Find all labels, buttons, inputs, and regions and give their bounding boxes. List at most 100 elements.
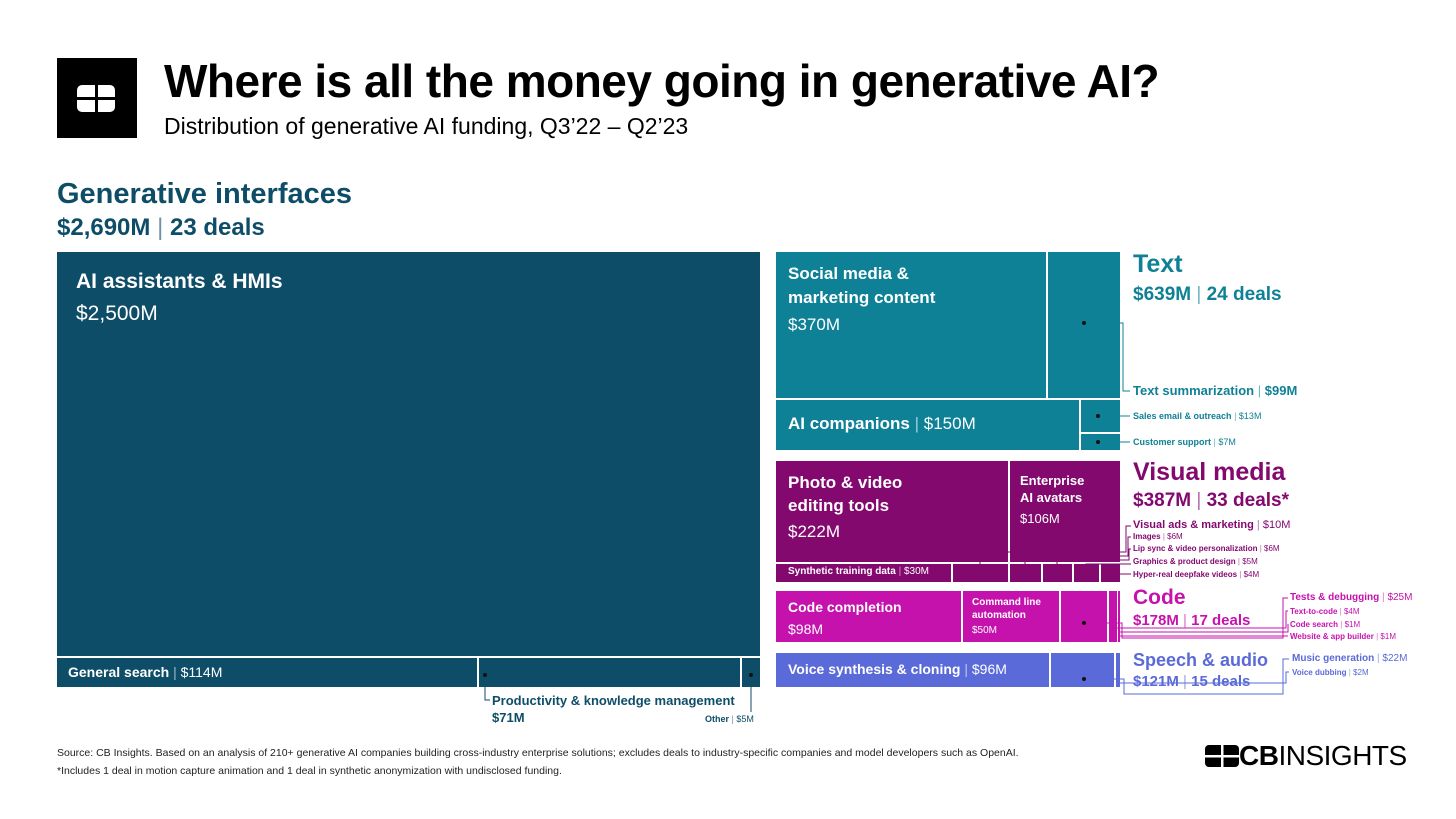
cell-code-completion[interactable]: Code completion $98M <box>776 591 961 642</box>
label-images: Images | $6M <box>1133 532 1183 541</box>
cell-visual-ads[interactable] <box>953 564 1008 582</box>
footer-note: *Includes 1 deal in motion capture anima… <box>57 765 562 777</box>
cell-code-search[interactable] <box>1118 591 1119 642</box>
label-cmd-line2: automation <box>972 610 1026 621</box>
value-social-media: $370M <box>788 315 840 334</box>
label-visual-ads: Visual ads & marketing | $10M <box>1133 519 1291 531</box>
label-code-completion: Code completion <box>788 599 902 615</box>
cell-music-generation[interactable] <box>1051 653 1114 687</box>
cell-images[interactable] <box>1010 564 1041 582</box>
speech-category-title: Speech & audio <box>1133 650 1269 670</box>
label-social-line2: marketing content <box>788 288 936 307</box>
leader-images <box>1024 536 1131 572</box>
leader-productivity <box>484 675 490 701</box>
label-graphics: Graphics & product design | $5M <box>1133 557 1258 566</box>
cell-tests-debugging[interactable] <box>1061 591 1107 642</box>
text-category-summary: $639M | 24 deals <box>1133 284 1282 305</box>
label-website-builder: Website & app builder | $1M <box>1290 632 1396 641</box>
cell-synthetic-data[interactable]: Synthetic training data | $30M <box>776 564 951 582</box>
label-customer-support: Customer support | $7M <box>1133 437 1236 447</box>
dot-text-summarization <box>1082 321 1086 325</box>
value-code-completion: $98M <box>788 621 824 637</box>
footer-source: Source: CB Insights. Based on an analysi… <box>57 747 1019 759</box>
gi-category-title: Generative interfaces <box>57 178 352 210</box>
brand-light: INSIGHTS <box>1278 740 1407 771</box>
cell-deepfake[interactable] <box>1101 564 1120 582</box>
cell-graphics[interactable] <box>1074 564 1099 582</box>
cell-voice-synthesis[interactable]: Voice synthesis & cloning | $96M <box>776 653 1049 687</box>
cell-text-to-code[interactable] <box>1109 591 1117 642</box>
label-general-search: General search | $114M <box>68 664 223 680</box>
leader-voice-dubbing <box>1118 671 1289 684</box>
cbinsights-logo-icon <box>1205 745 1239 767</box>
label-tests-debugging: Tests & debugging | $25M <box>1290 592 1413 603</box>
label-productivity: Productivity & knowledge management <box>492 693 735 708</box>
label-text-to-code: Text-to-code | $4M <box>1290 607 1360 616</box>
gi-total: $2,690M <box>57 214 151 241</box>
value-ai-assistants: $2,500M <box>76 302 158 325</box>
cell-ai-avatars[interactable]: Enterprise AI avatars $106M <box>1010 461 1120 562</box>
page-title: Where is all the money going in generati… <box>164 55 1160 107</box>
dot-customer-support <box>1096 440 1100 444</box>
cell-gi-other[interactable] <box>742 658 760 687</box>
leader-text-summarization <box>1084 322 1130 392</box>
leader-music-generation <box>1084 658 1289 695</box>
dot-sales-email <box>1096 414 1100 418</box>
dot-productivity <box>483 673 487 677</box>
gi-category-summary: $2,690M | 23 deals <box>57 214 265 242</box>
label-avatars-line2: AI avatars <box>1020 490 1083 505</box>
leader-text-to-code <box>1113 610 1288 629</box>
page-subtitle: Distribution of generative AI funding, Q… <box>164 113 689 139</box>
label-music-generation: Music generation | $22M <box>1292 653 1408 664</box>
label-voice-dubbing: Voice dubbing | $2M <box>1292 668 1369 677</box>
cell-lip-sync[interactable] <box>1043 564 1072 582</box>
leader-code-search <box>1118 624 1289 633</box>
cell-ai-companions[interactable]: AI companions | $150M <box>776 400 1079 450</box>
value-ai-avatars: $106M <box>1020 511 1060 526</box>
value-command-line: $50M <box>972 625 998 636</box>
label-lip-sync: Lip sync & video personalization | $6M <box>1133 544 1280 553</box>
leader-tests-debugging <box>1084 597 1288 639</box>
cell-photo-video[interactable]: Photo & video editing tools $222M <box>776 461 1008 562</box>
label-sales-email: Sales email & outreach | $13M <box>1133 411 1262 421</box>
label-ai-assistants: AI assistants & HMIs <box>76 270 283 293</box>
code-category-title: Code <box>1133 586 1186 609</box>
cell-productivity[interactable] <box>479 658 740 687</box>
cbinsights-brand: CBINSIGHTS <box>1205 740 1407 772</box>
label-cmd-line1: Command line <box>972 597 1041 608</box>
label-social-line1: Social media & <box>788 264 909 283</box>
visual-category-summary: $387M | 33 deals* <box>1133 490 1290 511</box>
label-photo-line1: Photo & video <box>788 473 903 492</box>
dot-tests-debugging <box>1082 621 1086 625</box>
cell-ai-assistants[interactable]: AI assistants & HMIs $2,500M <box>57 252 760 656</box>
value-photo-video: $222M <box>788 522 840 541</box>
label-ai-companions: AI companions | $150M <box>788 414 976 433</box>
cell-social-media[interactable]: Social media & marketing content $370M <box>776 252 1046 398</box>
label-gi-other: Other | $5M <box>705 714 754 724</box>
label-synthetic-data: Synthetic training data | $30M <box>788 566 929 577</box>
text-category-title: Text <box>1133 250 1183 278</box>
cb-logo-icon <box>77 85 115 112</box>
leader-graphics <box>1085 563 1131 572</box>
value-productivity: $71M <box>492 710 525 725</box>
cell-general-search[interactable]: General search | $114M <box>57 658 477 687</box>
code-category-summary: $178M | 17 deals <box>1133 612 1251 629</box>
brand-bold: CB <box>1239 740 1279 771</box>
dot-gi-other <box>749 673 753 677</box>
label-deepfake: Hyper-real deepfake videos | $4M <box>1133 570 1260 579</box>
cell-command-line[interactable]: Command line automation $50M <box>963 591 1059 642</box>
cell-website-builder[interactable] <box>1119 591 1120 642</box>
cb-logo <box>57 58 137 138</box>
label-avatars-line1: Enterprise <box>1020 473 1085 488</box>
label-code-search: Code search | $1M <box>1290 620 1361 629</box>
dot-music-generation <box>1082 677 1086 681</box>
speech-category-summary: $121M | 15 deals <box>1133 673 1251 690</box>
gi-deals: 23 deals <box>169 214 265 241</box>
leader-lip-sync <box>1056 548 1131 572</box>
cell-voice-dubbing[interactable] <box>1116 653 1120 687</box>
label-text-summarization: Text summarization | $99M <box>1133 383 1298 398</box>
leader-visual-ads <box>979 525 1131 572</box>
separator: | <box>157 214 164 241</box>
label-photo-line2: editing tools <box>788 496 890 515</box>
